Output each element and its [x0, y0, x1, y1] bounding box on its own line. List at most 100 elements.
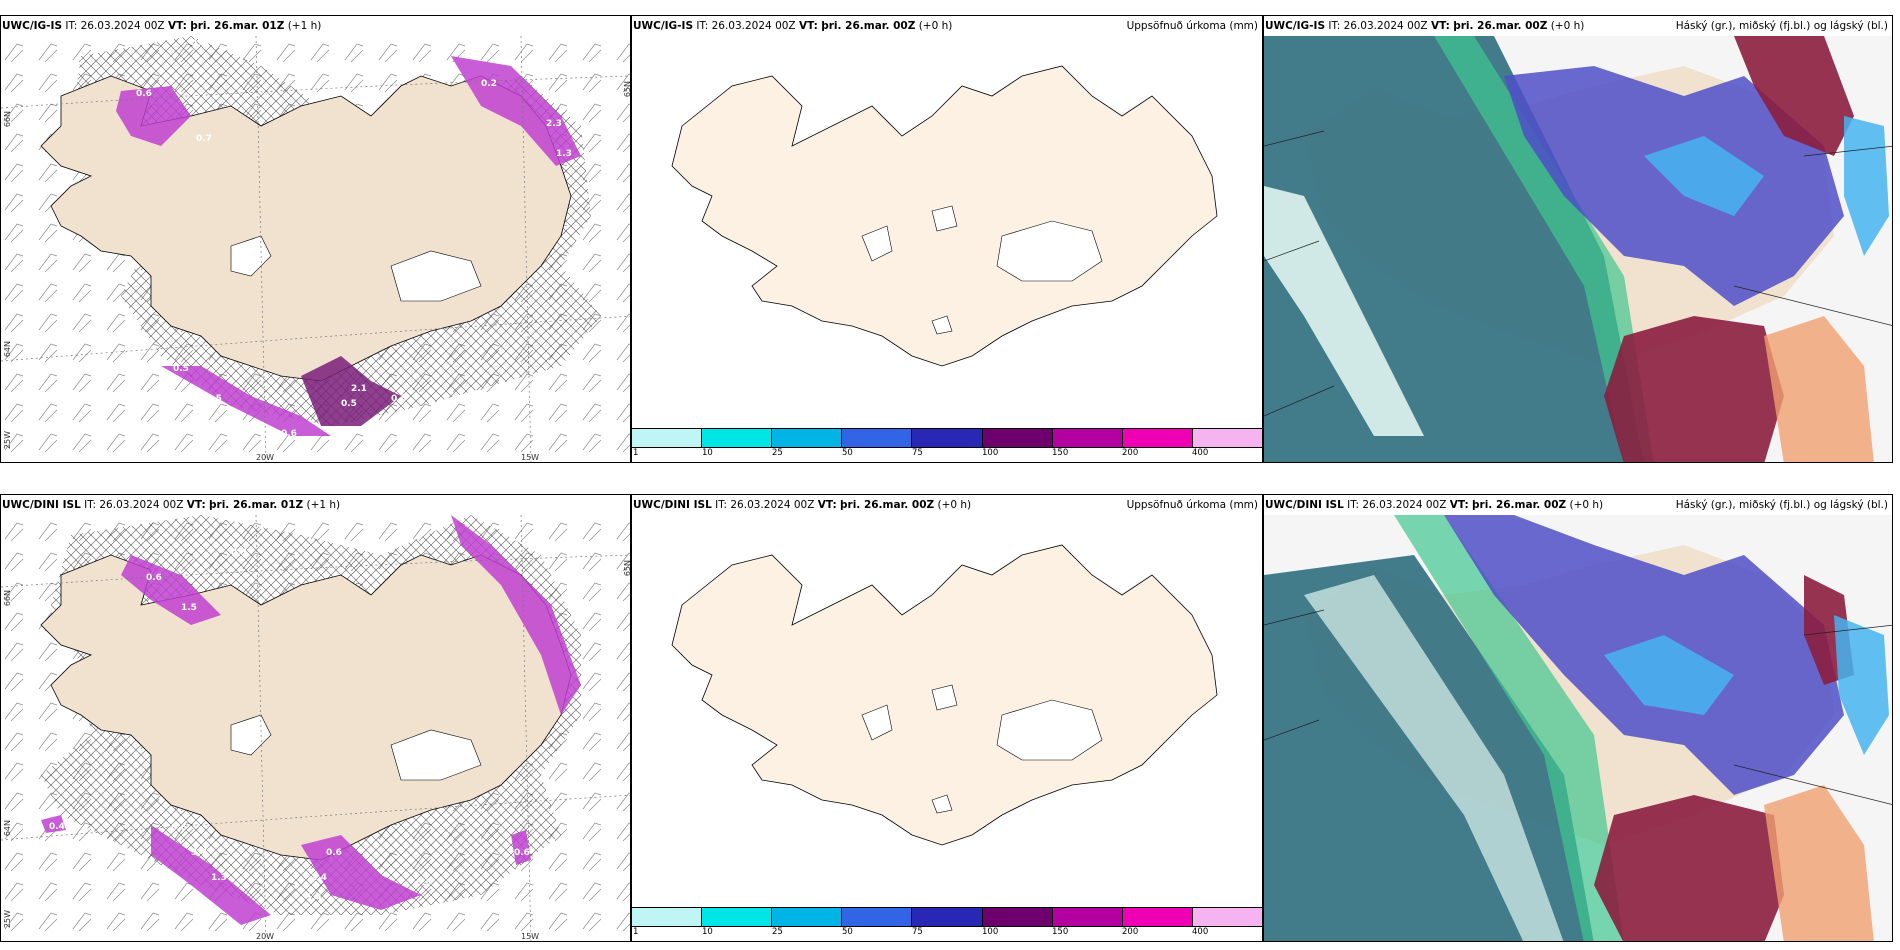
precip-area	[301, 356, 401, 426]
contour-label: 0.2	[481, 79, 497, 89]
legend-tick: 200	[1122, 448, 1139, 458]
legend-tick: 1	[633, 927, 639, 937]
graticule	[1, 515, 630, 941]
axis-label-lat: 64N	[3, 341, 12, 358]
iceland-landmass	[40, 75, 572, 382]
graticule	[1, 36, 630, 462]
contour-label: 1.3	[556, 149, 572, 159]
legend-tick: 50	[842, 927, 853, 937]
precip-area	[301, 835, 421, 910]
panel-igis-precip-wind: UWC/IG-IS IT: 26.03.2024 00Z VT: þri. 26…	[0, 15, 631, 463]
precip-area	[511, 830, 531, 865]
legend-tick: 75	[912, 448, 923, 458]
panel-header: UWC/DINI ISL IT: 26.03.2024 00Z VT: þri.…	[1264, 495, 1892, 515]
contour-label: 3.7	[191, 848, 207, 858]
contour-label: 0.6	[146, 573, 162, 583]
orange-field	[1764, 785, 1874, 941]
panel-header: UWC/IG-IS IT: 26.03.2024 00Z VT: þri. 26…	[1264, 16, 1892, 36]
contour-label: 0.6	[281, 429, 297, 439]
contour-label: 2.1	[351, 384, 367, 394]
contour-label: 0.5	[416, 878, 432, 888]
contour-label: 0.6	[326, 848, 342, 858]
axis-label-lat: 65N	[623, 81, 631, 98]
panel-title-right: Uppsöfnuð úrkoma (mm)	[1126, 20, 1258, 32]
contour-label: 0.7	[196, 134, 212, 144]
contour-label: 1.4	[306, 893, 322, 903]
legend-tick: 150	[1052, 448, 1069, 458]
axis-label-lat: 65N	[623, 560, 631, 577]
axis-label-lon: 15W	[521, 453, 540, 462]
panel-title-right: Háský (gr.), miðský (fj.bl.) og lágský (…	[1675, 499, 1888, 511]
precip-area	[451, 56, 581, 166]
panel-igis-accum-precip: UWC/IG-IS IT: 26.03.2024 00Z VT: þri. 26…	[631, 15, 1263, 463]
axis-label-lon: 20W	[256, 453, 275, 462]
contour-label: 0.2	[191, 39, 207, 49]
panel-dini-precip-wind: UWC/DINI ISL IT: 26.03.2024 00Z VT: þri.…	[0, 494, 631, 942]
contour-label: 2.4	[311, 873, 327, 883]
legend-colorbar	[632, 907, 1262, 927]
contour-label: 0.3	[231, 548, 247, 558]
high-cloud-field	[1594, 795, 1784, 941]
panel-title-right: Uppsöfnuð úrkoma (mm)	[1126, 499, 1258, 511]
map-clouds	[1264, 36, 1892, 462]
legend-tick: 25	[772, 927, 783, 937]
legend-tick: 150	[1052, 927, 1069, 937]
precip-legend: 1 10 25 50 75 100 150 200 400	[632, 428, 1262, 462]
map-precip-wind: 0.3 0.6 1.5 0.4 0.6 3.7 1.3 0.6 2.4 0.5 …	[1, 515, 630, 941]
precip-legend: 1 10 25 50 75 100 150 200 400	[632, 907, 1262, 941]
panel-dini-accum-precip: UWC/DINI ISL IT: 26.03.2024 00Z VT: þri.…	[631, 494, 1263, 942]
legend-tick: 100	[982, 927, 999, 937]
contour-label: 0.6	[514, 848, 530, 858]
axis-label-lat: 66N	[3, 590, 12, 607]
green-band	[1394, 515, 1624, 941]
map-precip-wind: 0.2 0.6 0.7 0.2 2.3 1.3 0.5 3.2 1.5 0.6 …	[1, 36, 630, 462]
legend-tick: 50	[842, 448, 853, 458]
contour-label: 0.6	[136, 89, 152, 99]
map-accum-precip	[671, 544, 1218, 846]
light-band	[1304, 575, 1564, 941]
precip-area	[116, 86, 191, 146]
panel-igis-clouds: UWC/IG-IS IT: 26.03.2024 00Z VT: þri. 26…	[1263, 15, 1893, 463]
legend-tick: 10	[702, 448, 713, 458]
high-cloud-field	[1734, 36, 1854, 156]
legend-ticks: 1 10 25 50 75 100 150 200 400	[632, 927, 1262, 939]
contour-label: 1.3	[211, 873, 227, 883]
legend-tick: 25	[772, 448, 783, 458]
axis-label-lat: 66N	[3, 111, 12, 128]
legend-ticks: 1 10 25 50 75 100 150 200 400	[632, 448, 1262, 460]
contour-label: 0.6	[171, 823, 187, 833]
map-clouds	[1264, 515, 1892, 941]
light-band	[1264, 186, 1424, 436]
map-accum-precip	[671, 65, 1218, 367]
contour-label: 0.5	[341, 399, 357, 409]
iceland-landmass	[40, 554, 572, 861]
contour-label: 0.5	[391, 394, 407, 404]
legend-colorbar	[632, 428, 1262, 448]
panel-title-right: Háský (gr.), miðský (fj.bl.) og lágský (…	[1675, 20, 1888, 32]
panel-header: UWC/IG-IS IT: 26.03.2024 00Z VT: þri. 26…	[2, 20, 322, 32]
axis-label-lat: 64N	[3, 820, 12, 837]
orange-field	[1764, 316, 1874, 462]
light-blue-field	[1644, 136, 1764, 216]
legend-tick: 400	[1192, 927, 1209, 937]
legend-tick: 200	[1122, 927, 1139, 937]
contour-label: 3.2	[186, 389, 202, 399]
legend-tick: 75	[912, 927, 923, 937]
contour-label: 1.5	[181, 603, 197, 613]
panel-header: UWC/IG-IS IT: 26.03.2024 00Z VT: þri. 26…	[632, 16, 1262, 36]
axis-label-lon: 25W	[3, 431, 12, 450]
precip-area	[41, 815, 66, 833]
precip-area	[151, 825, 271, 925]
light-blue-field	[1834, 615, 1889, 755]
precip-area	[121, 555, 221, 625]
high-cloud-field	[1604, 316, 1784, 462]
legend-tick: 400	[1192, 448, 1209, 458]
contour-label: 2.3	[546, 119, 562, 129]
light-blue-field	[1844, 116, 1889, 256]
contour-labels: 0.3 0.6 1.5 0.4 0.6 3.7 1.3 0.6 2.4 0.5 …	[49, 548, 530, 903]
axis-label-lon: 20W	[256, 932, 275, 941]
axis-label-lon: 25W	[3, 910, 12, 929]
contour-labels: 0.2 0.6 0.7 0.2 2.3 1.3 0.5 3.2 1.5 0.6 …	[136, 39, 572, 439]
panel-header: UWC/DINI ISL IT: 26.03.2024 00Z VT: þri.…	[632, 495, 1262, 515]
light-blue-field	[1604, 635, 1734, 715]
